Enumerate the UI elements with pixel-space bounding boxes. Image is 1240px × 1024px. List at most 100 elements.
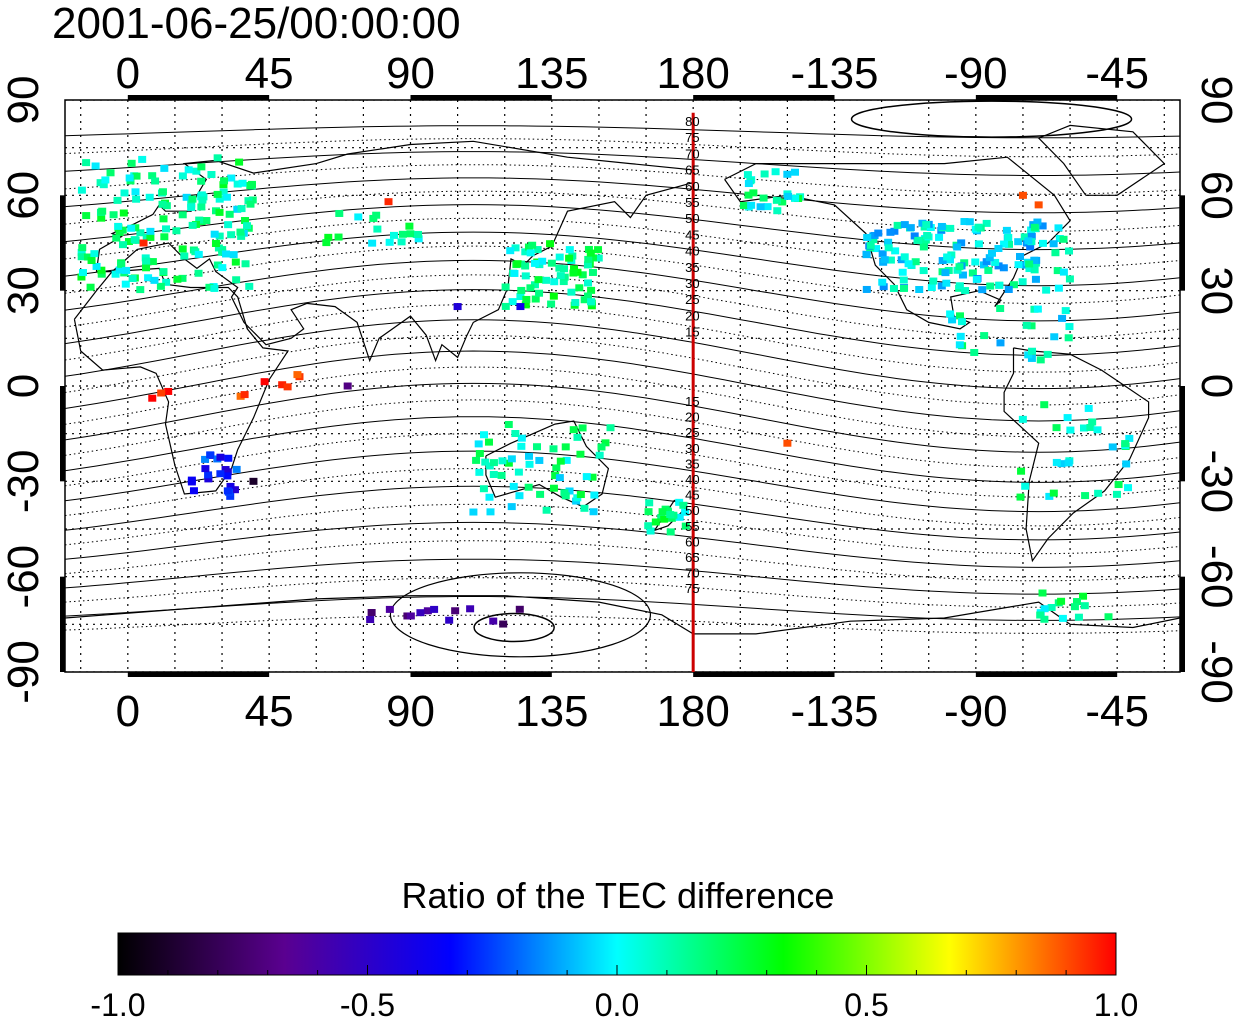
- tec-cell: [893, 221, 902, 229]
- tec-cell: [201, 455, 210, 463]
- contour-label: 25: [685, 425, 699, 440]
- tec-cell: [230, 486, 239, 494]
- tec-cell: [499, 620, 508, 628]
- tec-cell: [1036, 356, 1045, 364]
- tec-cell: [996, 304, 1005, 312]
- tec-cell: [679, 501, 688, 509]
- tec-cell: [198, 196, 207, 204]
- tec-cell: [778, 198, 787, 206]
- tec-cell: [173, 275, 182, 283]
- tec-cell: [1040, 401, 1049, 409]
- tec-cell: [552, 464, 561, 472]
- tec-cell: [1018, 415, 1027, 423]
- tec-cell: [524, 452, 533, 460]
- tec-cell: [922, 221, 931, 229]
- bottom-lon-label: -45: [1085, 687, 1149, 736]
- tec-cell: [938, 257, 947, 265]
- tec-cell: [114, 222, 123, 230]
- tec-cell: [522, 295, 531, 303]
- tec-cell: [756, 203, 765, 211]
- tec-cell: [569, 426, 578, 434]
- tec-cell: [324, 233, 333, 241]
- tec-cell: [927, 283, 936, 291]
- tec-cell: [451, 607, 460, 615]
- tec-cell: [372, 211, 381, 219]
- tec-cell: [1093, 426, 1102, 434]
- tec-cell: [197, 177, 206, 185]
- mag-contour: [65, 350, 1180, 422]
- contour-label: 70: [685, 566, 699, 581]
- tec-cell: [1094, 489, 1103, 497]
- tec-cell: [245, 282, 254, 290]
- tec-cell: [1059, 268, 1068, 276]
- tec-cell: [886, 228, 895, 236]
- tec-cell: [904, 260, 913, 268]
- tec-cell: [970, 348, 979, 356]
- tec-cell: [791, 194, 800, 202]
- tec-cell: [524, 483, 533, 491]
- tec-cell: [784, 192, 793, 200]
- tec-cell: [580, 504, 589, 512]
- tec-cell: [189, 487, 198, 495]
- magnetic-latitude-contours: [65, 100, 1180, 658]
- contour-label: 20: [685, 410, 699, 425]
- edge-bar: [693, 95, 835, 100]
- tec-cell: [219, 188, 228, 196]
- tec-cell: [148, 258, 157, 266]
- tec-cell: [1043, 350, 1052, 358]
- right-lat-label: 90: [1192, 76, 1240, 125]
- tec-cell: [535, 456, 544, 464]
- tec-cell: [144, 274, 153, 282]
- tec-cell: [521, 262, 530, 270]
- tec-cell: [486, 508, 495, 516]
- tec-cell: [666, 511, 675, 519]
- tec-cell: [565, 254, 574, 262]
- tec-cell: [414, 230, 423, 238]
- tec-cell: [136, 229, 145, 237]
- tec-cell: [260, 378, 269, 386]
- tec-cell: [367, 609, 376, 617]
- tec-cell: [900, 253, 909, 261]
- tec-cell: [760, 170, 769, 178]
- tec-cell: [485, 493, 494, 501]
- bottom-lon-label: 135: [515, 687, 588, 736]
- tec-cell: [1040, 615, 1049, 623]
- tec-cell: [1047, 604, 1056, 612]
- tec-cell: [475, 449, 484, 457]
- tec-cell: [1024, 237, 1033, 245]
- top-lon-label: 90: [386, 49, 435, 98]
- tec-cell: [1033, 218, 1042, 226]
- tec-cell: [139, 239, 148, 247]
- tec-cell: [863, 233, 872, 241]
- tec-cell: [565, 487, 574, 495]
- tec-cell: [1057, 460, 1066, 468]
- left-lat-label: -30: [0, 450, 48, 514]
- mag-contour: [65, 433, 1180, 498]
- tec-cell: [232, 276, 241, 284]
- left-lat-label: -60: [0, 545, 48, 609]
- tec-cell: [1059, 235, 1068, 243]
- tec-cell: [772, 196, 781, 204]
- tec-cell: [862, 251, 871, 259]
- south-pole-contour: [473, 612, 555, 643]
- tec-cell: [588, 268, 597, 276]
- tec-cell: [978, 286, 987, 294]
- contour-labels: 8075706560555045403530252015152025303540…: [685, 114, 699, 596]
- tec-cell: [158, 200, 167, 208]
- tec-cell: [1016, 253, 1025, 261]
- tec-cell: [501, 302, 510, 310]
- tec-cell: [178, 211, 187, 219]
- tec-cell: [1004, 285, 1013, 293]
- left-lat-label: 30: [0, 266, 48, 315]
- mag-contour: [65, 151, 1180, 176]
- tec-cell: [182, 193, 191, 201]
- top-lon-label: -90: [944, 49, 1008, 98]
- tec-cell: [1049, 240, 1058, 248]
- tec-cell: [1025, 265, 1034, 273]
- contour-label: 75: [685, 581, 699, 596]
- tec-cell: [567, 288, 576, 296]
- tec-cell: [749, 189, 758, 197]
- tec-cell: [974, 240, 983, 248]
- tec-cell: [1066, 426, 1075, 434]
- tec-cell: [220, 177, 229, 185]
